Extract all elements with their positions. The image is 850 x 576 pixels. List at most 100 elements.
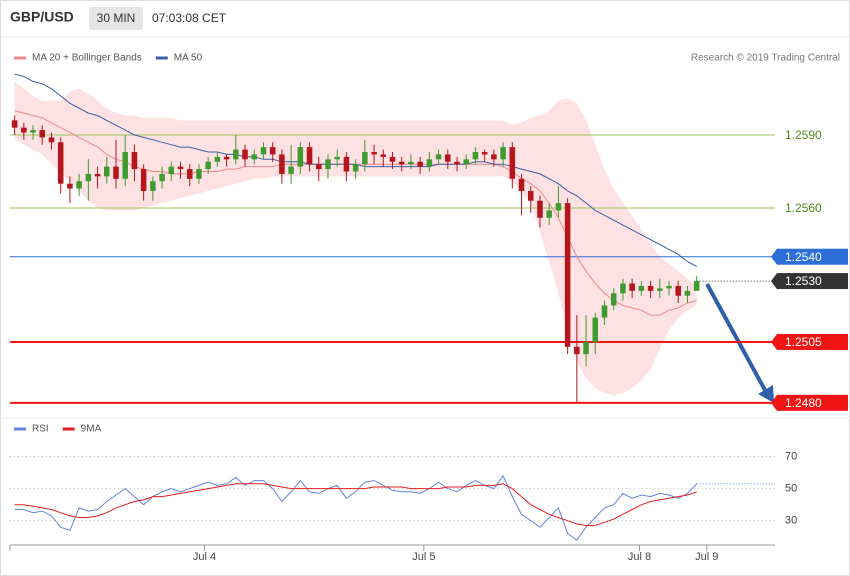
legend-label: 9MA: [81, 424, 102, 435]
candle-body: [334, 156, 340, 160]
candle-body: [463, 159, 469, 165]
candle-body: [445, 154, 451, 162]
level-tag-tip: [771, 273, 777, 290]
symbol: GBP/USD: [10, 9, 74, 25]
candle-body: [417, 161, 423, 167]
candle-body: [297, 147, 304, 167]
level-tag: [777, 248, 848, 265]
candle-body: [620, 283, 626, 294]
candle-body: [196, 169, 202, 179]
candle-body: [657, 288, 663, 291]
candle-body: [214, 156, 221, 162]
level-tag: [777, 394, 848, 411]
time: 07:03:08 CET: [152, 11, 227, 25]
forecast-arrow: [705, 283, 768, 393]
candle-body: [527, 190, 534, 201]
y-tick-label: 50: [785, 483, 797, 495]
candle-body: [592, 317, 599, 342]
candle-body: [159, 173, 165, 182]
candle-body: [85, 173, 92, 182]
candle-body: [362, 152, 368, 165]
candle-body: [638, 285, 645, 291]
candle-body: [260, 147, 267, 155]
candle-body: [177, 166, 184, 170]
candle-body: [537, 200, 543, 218]
candle-body: [94, 173, 101, 177]
indicator-line: [14, 483, 697, 526]
indicator-line: [14, 474, 698, 541]
candle-body: [306, 147, 313, 165]
candle-body: [371, 152, 377, 155]
interval-box: [89, 7, 143, 30]
legend-label: RSI: [32, 424, 49, 435]
candle-body: [666, 285, 672, 289]
candle-body: [352, 164, 359, 172]
candle-body: [629, 283, 635, 291]
candle-body: [279, 154, 285, 174]
x-tick-label: Jul 8: [628, 551, 651, 563]
candle-body: [316, 164, 322, 170]
candle-body: [675, 285, 681, 296]
legend-label: MA 50: [174, 53, 203, 64]
level-tag: [777, 333, 848, 350]
candle-body: [325, 159, 331, 170]
candle-body: [555, 203, 562, 211]
candle-body: [122, 152, 128, 179]
candle-body: [546, 210, 552, 218]
candle-body: [693, 281, 700, 291]
candle-body: [30, 130, 36, 133]
candle-body: [242, 149, 248, 160]
candle-body: [186, 169, 193, 179]
candle-body: [67, 183, 73, 189]
candle-body: [426, 159, 433, 167]
candle-body: [647, 285, 654, 291]
level-label: 1.2560: [785, 201, 822, 215]
candle-body: [168, 166, 175, 174]
x-tick-label: Jul 9: [695, 551, 718, 563]
source: Research © 2019 Trading Central: [691, 53, 840, 64]
level-tag: [777, 273, 848, 290]
legend-label: MA 20 + Bollinger Bands: [32, 53, 142, 64]
y-tick-label: 70: [785, 450, 797, 462]
candle-body: [131, 152, 138, 170]
level-label: 1.2530: [785, 274, 822, 288]
candle-body: [39, 130, 46, 138]
candle-body: [408, 161, 414, 165]
level-label: 1.2590: [785, 128, 822, 142]
candle-body: [113, 166, 119, 179]
candle-body: [500, 147, 506, 160]
candle-body: [601, 305, 608, 318]
candle-body: [48, 137, 55, 143]
candle-body: [398, 161, 405, 165]
candle-body: [11, 120, 18, 128]
forecast-arrowhead: [758, 385, 774, 403]
level-label: 1.2505: [785, 335, 822, 349]
candle-body: [57, 142, 64, 184]
level-label: 1.2480: [785, 396, 822, 410]
candle-body: [472, 152, 479, 160]
candle-body: [223, 156, 230, 160]
bollinger-band: [14, 81, 697, 396]
candle-body: [380, 154, 387, 157]
candle-body: [76, 181, 82, 189]
candle-body: [564, 203, 571, 347]
candle-body: [21, 127, 27, 133]
candle-body: [481, 152, 488, 155]
candle-body: [140, 169, 147, 191]
candle-body: [518, 178, 525, 191]
candle-body: [233, 149, 239, 160]
candle-body: [610, 293, 617, 306]
x-tick-label: Jul 5: [412, 551, 435, 563]
candle-body: [389, 156, 396, 162]
candle-body: [150, 181, 156, 191]
candle-body: [684, 290, 691, 296]
candle-body: [269, 147, 276, 155]
candle-body: [583, 341, 589, 355]
candle-body: [104, 166, 110, 177]
x-tick-label: Jul 4: [193, 551, 216, 563]
candle-body: [574, 346, 580, 355]
level-label: 1.2540: [785, 250, 822, 264]
candle-body: [435, 154, 442, 160]
